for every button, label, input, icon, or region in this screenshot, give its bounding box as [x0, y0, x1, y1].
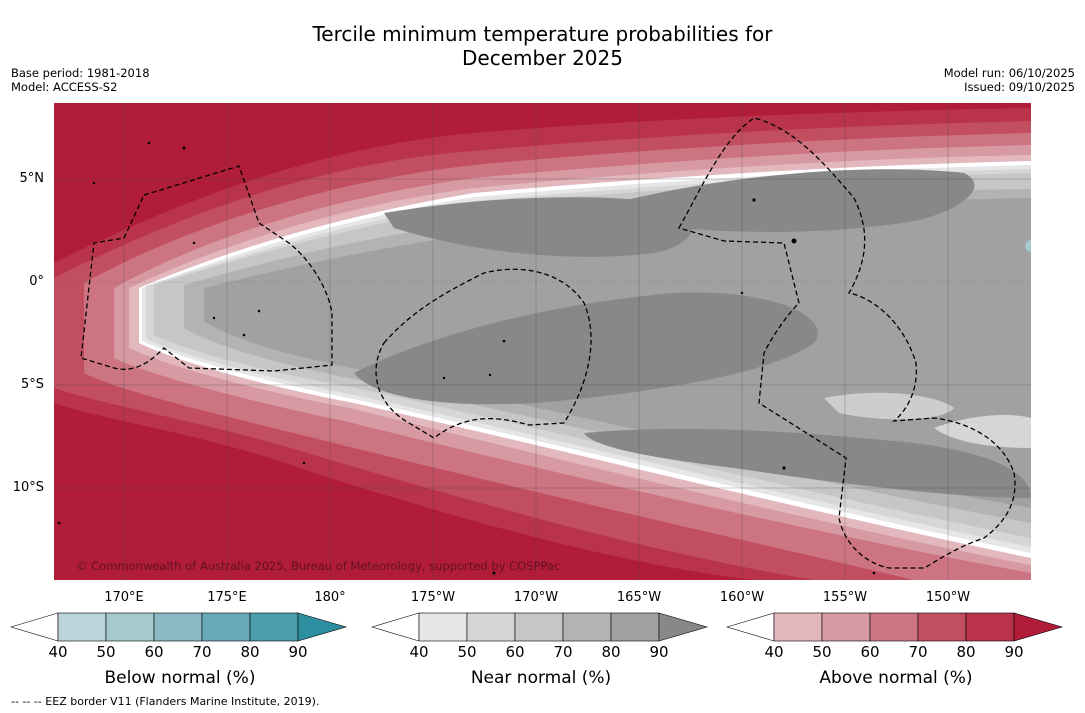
colorbar-above-swatch	[965, 612, 1015, 642]
lon-label-170w: 170°W	[513, 590, 559, 605]
colorbar-above-title: Above normal (%)	[819, 668, 973, 688]
colorbar-above-swatches	[726, 612, 1064, 642]
band-near-90a	[384, 197, 692, 257]
lat-label-5n: 5°N	[19, 171, 45, 186]
colorbar-near	[371, 612, 709, 642]
colorbar-above-tick: 50	[812, 643, 832, 661]
colorbar-near-tick: 80	[601, 643, 621, 661]
colorbar-below-tick: 50	[96, 643, 116, 661]
eez-phoenix	[375, 268, 592, 439]
colorbar-above-tick: 80	[956, 643, 976, 661]
meta-right: Model run: 06/10/2025 Issued: 09/10/2025	[944, 66, 1075, 94]
colorbar-above-tick: 60	[860, 643, 880, 661]
meta-left: Base period: 1981-2018 Model: ACCESS-S2	[11, 66, 150, 94]
colorbar-above-extend-low	[726, 612, 775, 642]
graticule	[54, 103, 1031, 580]
colorbar-below-swatch	[105, 612, 155, 642]
colorbar-near-swatch	[418, 612, 468, 642]
colorbar-near-tick: 40	[409, 643, 429, 661]
base-period: Base period: 1981-2018	[11, 66, 150, 80]
eez-line-islands	[678, 117, 1016, 569]
lat-label-5s: 5°S	[20, 377, 44, 392]
lon-label-155w: 155°W	[822, 590, 868, 605]
probability-map: © Commonwealth of Australia 2025, Bureau…	[54, 103, 1031, 580]
colorbar-near-swatch	[610, 612, 660, 642]
copyright-text: © Commonwealth of Australia 2025, Bureau…	[76, 559, 560, 573]
colorbar-near-swatch	[514, 612, 564, 642]
colorbar-below-tick: 40	[48, 643, 68, 661]
colorbar-below-tick: 60	[144, 643, 164, 661]
colorbar-above-swatch	[869, 612, 919, 642]
lon-label-165w: 165°W	[616, 590, 662, 605]
lon-label-150w: 150°W	[925, 590, 971, 605]
colorbar-below-title: Below normal (%)	[104, 668, 256, 688]
lon-label-175e: 175°E	[207, 590, 247, 605]
colorbar-above-swatch	[773, 612, 823, 642]
colorbar-near-tick: 90	[649, 643, 669, 661]
colorbar-near-swatch	[466, 612, 516, 642]
colorbar-near-tick: 70	[553, 643, 573, 661]
colorbar-above-tick: 70	[908, 643, 928, 661]
colorbar-above-tick: 90	[1004, 643, 1024, 661]
model-name: Model: ACCESS-S2	[11, 80, 118, 94]
lat-label-0: 0°	[29, 274, 44, 289]
eez-footnote: -- -- -- EEZ border V11 (Flanders Marine…	[11, 695, 320, 708]
colorbar-below-swatch	[201, 612, 251, 642]
colorbar-near-title: Near normal (%)	[470, 668, 612, 688]
map-svg: © Commonwealth of Australia 2025, Bureau…	[54, 103, 1031, 580]
colorbar-above-swatch	[917, 612, 967, 642]
lon-label-175w: 175°W	[410, 590, 456, 605]
below-normal-spot	[1025, 240, 1031, 252]
colorbar-below-swatches	[10, 612, 348, 642]
colorbar-above	[726, 612, 1064, 642]
colorbar-above-swatch	[821, 612, 871, 642]
lon-label-160w: 160°W	[719, 590, 765, 605]
colorbar-near-extend-low	[371, 612, 420, 642]
band-near-90d	[584, 428, 1031, 498]
title-line-1: Tercile minimum temperature probabilitie…	[312, 22, 773, 46]
band-near-90b	[614, 169, 975, 232]
lon-label-180: 180°	[314, 590, 346, 605]
colorbar-near-tick: 60	[505, 643, 525, 661]
colorbar-near-tick: 50	[457, 643, 477, 661]
colorbar-below-tick: 80	[240, 643, 260, 661]
colorbar-below-swatch	[57, 612, 107, 642]
colorbar-below-tick: 70	[192, 643, 212, 661]
colorbar-above-extend-high	[1013, 612, 1064, 642]
eez-borders	[80, 117, 1016, 569]
colorbar-below-swatch	[153, 612, 203, 642]
issued-date: Issued: 09/10/2025	[964, 80, 1075, 94]
colorbar-below-extend-high	[297, 612, 348, 642]
colorbar-below-swatch	[249, 612, 299, 642]
band-near-90c	[354, 292, 818, 405]
band-near-light-patch	[824, 392, 954, 420]
lon-label-170e: 170°E	[104, 590, 144, 605]
colorbar-below	[10, 612, 348, 642]
colorbar-near-extend-high	[658, 612, 709, 642]
colorbar-above-tick: 40	[764, 643, 784, 661]
colorbar-near-swatches	[371, 612, 709, 642]
colorbar-below-extend-low	[10, 612, 59, 642]
eez-kiribati-gilbert	[80, 165, 333, 372]
title-line-2: December 2025	[462, 46, 623, 70]
colorbar-near-swatch	[562, 612, 612, 642]
map-title: Tercile minimum temperature probabilitie…	[0, 22, 1085, 70]
colorbar-below-tick: 90	[288, 643, 308, 661]
lat-label-10s: 10°S	[12, 480, 44, 495]
model-run: Model run: 06/10/2025	[943, 66, 1075, 80]
islands	[57, 141, 876, 575]
